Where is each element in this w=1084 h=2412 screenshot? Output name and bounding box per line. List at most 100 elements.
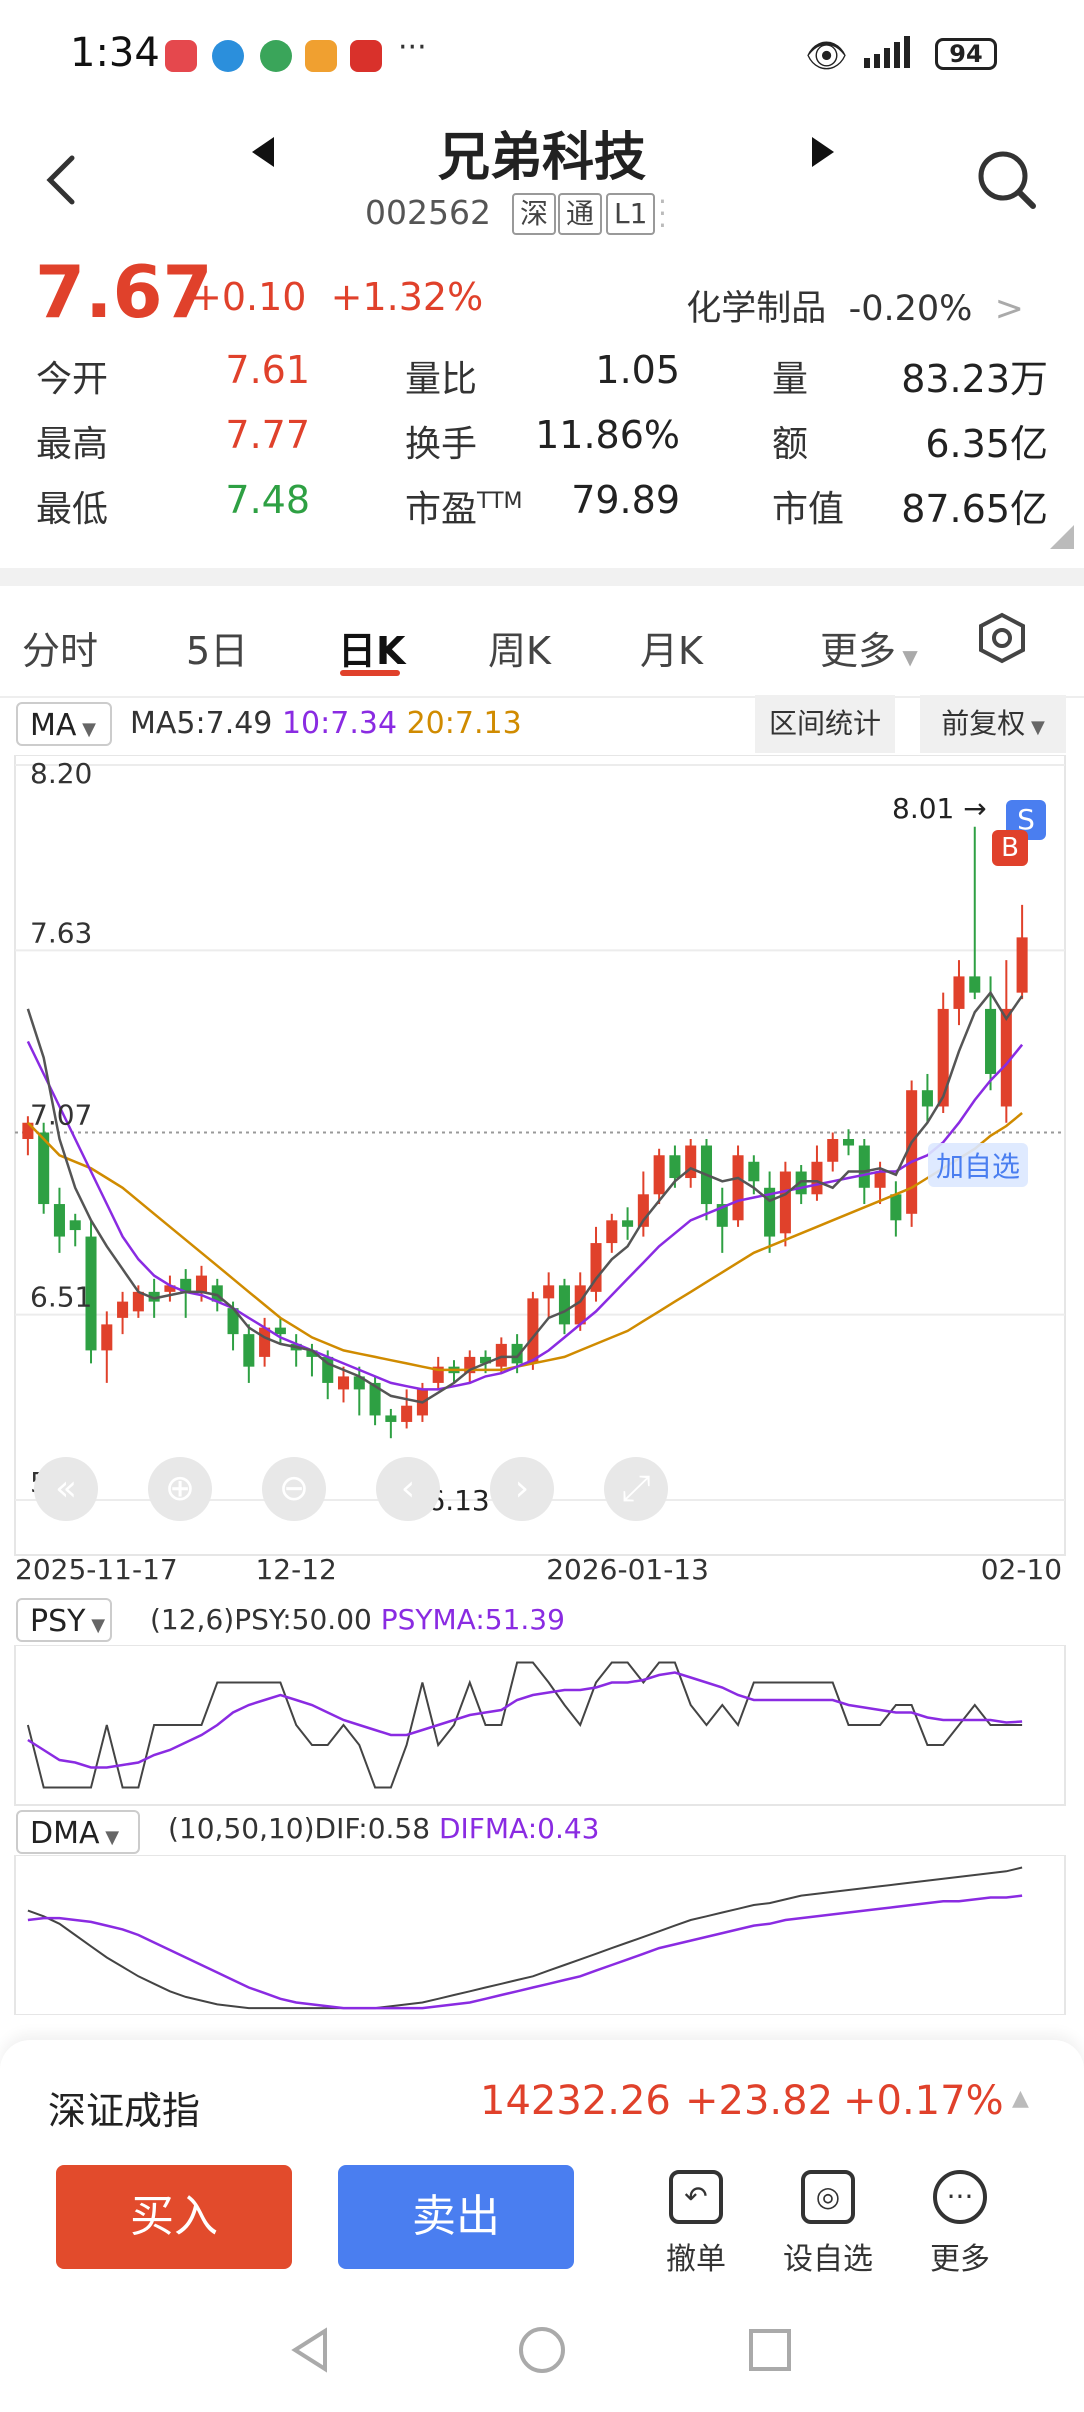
stat-value: 1.05 (595, 348, 680, 392)
candle-body (369, 1382, 381, 1416)
next-icon[interactable]: › (490, 1457, 554, 1521)
zoom-out-icon[interactable]: ⊖ (262, 1457, 326, 1521)
candle-body (890, 1194, 902, 1221)
nav-back-icon[interactable] (285, 2325, 335, 2379)
divider (0, 568, 1084, 586)
expand-up-icon[interactable]: ▲ (1012, 2086, 1029, 2111)
period-tabs (0, 586, 1084, 698)
index-pct: +0.17% (843, 2078, 1004, 2124)
candle-body (937, 1008, 949, 1107)
more-notifications-icon: ··· (398, 30, 427, 65)
watchlist-icon: ◎ (801, 2170, 855, 2224)
signal-icon (862, 34, 926, 74)
tab-weekly-k[interactable]: 周K (488, 629, 551, 673)
cancel-order-button[interactable]: ↶ 撤单 (646, 2170, 746, 2278)
candle-body (132, 1291, 144, 1312)
candle-body (716, 1204, 728, 1227)
candle-body (590, 1243, 602, 1292)
set-watchlist-button[interactable]: ◎ 设自选 (778, 2170, 878, 2278)
vertical-dots-icon: · · · (658, 185, 667, 242)
candle-body (527, 1298, 539, 1364)
prev-icon[interactable]: ‹ (376, 1457, 440, 1521)
expand-corner-icon[interactable] (1050, 525, 1074, 553)
ma5-line (26, 990, 1024, 1404)
candle-body (732, 1155, 744, 1221)
stat-value: 6.35亿 (925, 422, 1048, 466)
level-tag[interactable]: L1 (606, 193, 656, 235)
tab-intraday[interactable]: 分时 (22, 629, 99, 673)
candle-body (811, 1161, 823, 1195)
candle-body (511, 1343, 523, 1364)
stat-value: 11.86% (535, 413, 680, 457)
ma-values: MA5:7.49 10:7.34 20:7.13 (130, 706, 522, 741)
candle-body (85, 1236, 97, 1351)
dma-frame (14, 1855, 1066, 2015)
add-watchlist-tag[interactable]: 加自选 (928, 1143, 1029, 1187)
y-tick-label: 7.63 (30, 916, 92, 949)
scroll-left-icon[interactable]: « (34, 1457, 98, 1521)
back-button[interactable] (42, 150, 82, 214)
more-button[interactable]: ··· 更多 (910, 2170, 1010, 2278)
candle-body (53, 1204, 65, 1237)
sector-link[interactable]: 化学制品 -0.20% > (686, 289, 1024, 329)
stat-label: 市盈TTM (405, 489, 523, 530)
candle-body (306, 1350, 318, 1357)
stat-label: 今开 (36, 359, 109, 400)
stat-label: 换手 (405, 424, 478, 465)
nav-recents-icon[interactable] (745, 2325, 795, 2379)
psy-selector[interactable]: PSY ▼ (16, 1598, 112, 1642)
psy-chart[interactable] (0, 1645, 1084, 1810)
stat-value: 7.48 (225, 478, 310, 522)
candle-body (669, 1155, 681, 1179)
dif-line (27, 1866, 1023, 2010)
dma-values: (10,50,10)DIF:0.58 DIFMA:0.43 (168, 1812, 600, 1845)
y-tick-label: 6.51 (30, 1281, 92, 1314)
candle-body (842, 1139, 855, 1146)
stat-label: 量比 (405, 359, 478, 400)
tab-5day[interactable]: 5日 (186, 629, 249, 673)
stat-label: 额 (772, 424, 809, 465)
candle-body (606, 1220, 618, 1244)
candle-body (827, 1139, 839, 1162)
kline-chart[interactable]: 8.207.637.076.515.942025-11-1712-122026-… (0, 755, 1084, 1587)
tab-more[interactable]: 更多 ▼ (820, 629, 918, 673)
search-icon[interactable] (975, 148, 1039, 216)
index-name[interactable]: 深证成指 (48, 2089, 201, 2133)
candle-body (274, 1327, 286, 1335)
adjust-button[interactable]: 前复权 ▼ (920, 695, 1066, 753)
high-marker: 8.01 → (892, 792, 987, 825)
range-stats-button[interactable]: 区间统计 (755, 695, 895, 753)
settings-hexagon-icon[interactable] (976, 612, 1028, 668)
app-icon (165, 40, 197, 72)
prev-stock-button[interactable] (248, 135, 278, 173)
stat-value: 7.77 (225, 413, 310, 457)
next-stock-button[interactable] (808, 135, 838, 173)
stat-value: 7.61 (225, 348, 310, 392)
candle-body (243, 1334, 255, 1367)
candle-body (653, 1155, 665, 1195)
ma-selector[interactable]: MA ▼ (16, 702, 112, 746)
fullscreen-icon[interactable]: ⤢ (604, 1457, 668, 1521)
candle-body (953, 976, 965, 1009)
psy-line (26, 1661, 1023, 1789)
candle-body (480, 1356, 492, 1364)
buy-signal-badge[interactable]: B (992, 830, 1028, 866)
buy-button[interactable]: 买入 (56, 2165, 292, 2269)
dma-chart[interactable] (0, 1855, 1084, 2015)
nav-home-icon[interactable] (517, 2325, 567, 2379)
zoom-in-icon[interactable]: ⊕ (148, 1457, 212, 1521)
sell-button[interactable]: 卖出 (338, 2165, 574, 2269)
tab-daily-k[interactable]: 日K (338, 629, 406, 673)
dma-selector[interactable]: DMA ▼ (16, 1810, 140, 1854)
candle-body (921, 1090, 933, 1107)
stat-value: 79.89 (571, 478, 680, 522)
tab-monthly-k[interactable]: 月K (640, 629, 703, 673)
candle-body (985, 1008, 997, 1074)
candle-body (69, 1220, 81, 1231)
price-change: +0.10 +1.32% (190, 275, 484, 319)
stat-label: 最高 (36, 424, 109, 465)
candle-body (574, 1285, 586, 1325)
stat-label: 市值 (772, 489, 845, 530)
psy-frame (14, 1645, 1066, 1806)
candle-body (211, 1285, 223, 1302)
